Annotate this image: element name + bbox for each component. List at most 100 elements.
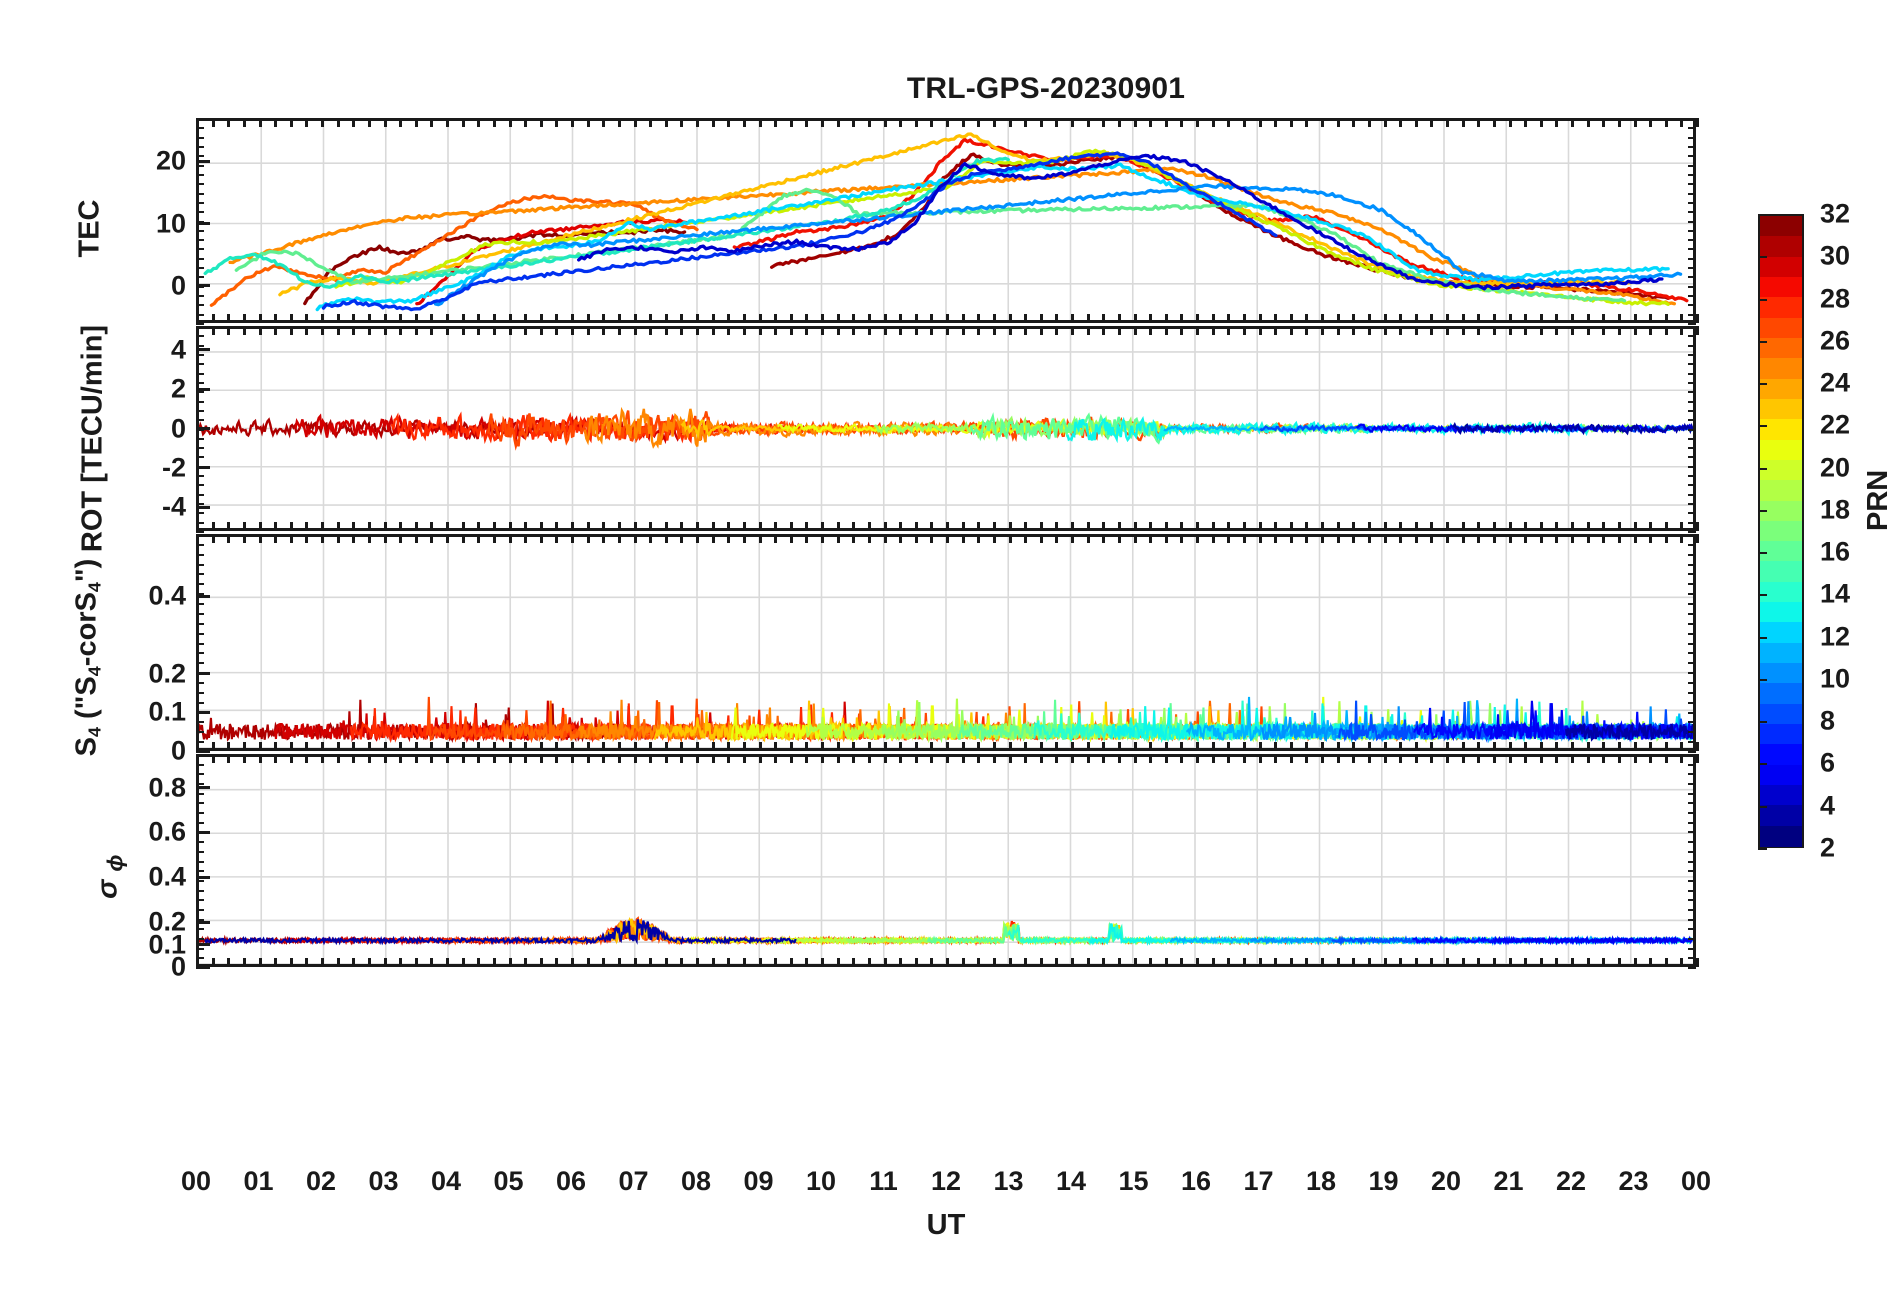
- x-minor-tick: [430, 754, 434, 763]
- y-minor-tick: [196, 773, 204, 776]
- x-minor-tick: [1524, 314, 1528, 323]
- y-minor-tick: [1688, 899, 1696, 902]
- x-minor-tick: [430, 522, 434, 531]
- y-minor-tick: [1688, 751, 1696, 753]
- x-minor-tick: [617, 958, 621, 967]
- colorbar-segment: [1760, 398, 1802, 421]
- x-minor-tick: [196, 534, 199, 543]
- x-minor-tick: [758, 754, 762, 763]
- x-minor-tick: [492, 522, 496, 531]
- x-minor-tick: [758, 742, 762, 751]
- x-minor-tick: [774, 742, 778, 751]
- x-minor-tick: [1461, 958, 1465, 967]
- x-minor-tick: [1289, 754, 1293, 763]
- x-minor-tick: [633, 118, 637, 127]
- x-minor-tick: [242, 742, 246, 751]
- x-minor-tick: [1555, 754, 1559, 763]
- y-minor-tick: [1688, 229, 1696, 232]
- x-minor-tick: [1399, 754, 1403, 763]
- x-tick-label: 09: [743, 1166, 774, 1196]
- y-minor-tick: [1688, 183, 1696, 186]
- y-minor-tick: [196, 276, 204, 279]
- x-minor-tick: [430, 314, 434, 323]
- y-minor-tick: [1688, 841, 1696, 844]
- y-minor-tick: [196, 672, 204, 675]
- x-tick-label: 23: [1618, 1166, 1649, 1196]
- x-minor-tick: [1430, 314, 1434, 323]
- x-minor-tick: [1242, 742, 1246, 751]
- x-minor-tick: [602, 118, 606, 127]
- x-minor-tick: [1477, 522, 1481, 531]
- x-minor-tick: [821, 326, 824, 335]
- y-minor-tick: [1688, 276, 1696, 279]
- x-minor-tick: [789, 522, 793, 531]
- y-minor-tick: [1688, 534, 1696, 536]
- x-minor-tick: [1602, 118, 1606, 127]
- y-minor-tick: [196, 918, 204, 921]
- x-minor-tick: [1336, 118, 1340, 127]
- x-minor-tick: [821, 534, 824, 543]
- x-minor-tick: [571, 742, 574, 751]
- y-minor-tick: [1688, 409, 1696, 412]
- x-minor-tick: [617, 118, 621, 127]
- y-minor-tick: [1688, 428, 1696, 431]
- x-minor-tick: [1664, 118, 1668, 127]
- x-minor-tick: [1211, 958, 1215, 967]
- x-minor-tick: [383, 754, 387, 763]
- x-minor-tick: [680, 754, 684, 763]
- x-minor-tick: [1383, 314, 1387, 323]
- x-minor-tick: [274, 118, 278, 127]
- x-minor-tick: [1242, 522, 1246, 531]
- x-minor-tick: [664, 534, 668, 543]
- x-minor-tick: [680, 118, 684, 127]
- x-minor-tick: [727, 522, 731, 531]
- x-minor-tick: [680, 958, 684, 967]
- x-minor-tick: [852, 522, 856, 531]
- y-minor-tick: [1688, 173, 1696, 176]
- x-minor-tick: [1633, 534, 1637, 543]
- x-minor-tick: [242, 522, 246, 531]
- x-minor-tick: [1305, 326, 1309, 335]
- x-minor-tick: [227, 958, 231, 967]
- y-tick-label: 0.8: [148, 772, 186, 803]
- y-minor-tick: [196, 484, 204, 487]
- x-minor-tick: [1477, 534, 1481, 543]
- x-minor-tick: [414, 958, 418, 967]
- x-minor-tick: [1461, 754, 1465, 763]
- y-minor-tick: [196, 831, 204, 834]
- x-minor-tick: [1086, 534, 1090, 543]
- x-minor-tick: [1289, 326, 1293, 335]
- x-minor-tick: [727, 742, 731, 751]
- x-minor-tick: [1086, 118, 1090, 127]
- x-minor-tick: [1367, 118, 1371, 127]
- x-minor-tick: [1555, 534, 1559, 543]
- x-minor-tick: [1696, 742, 1699, 751]
- colorbar-tick-mark: [1758, 509, 1767, 512]
- x-minor-tick: [461, 118, 465, 127]
- y-minor-tick: [196, 841, 204, 844]
- x-minor-tick: [930, 534, 934, 543]
- y-minor-tick: [1688, 475, 1696, 478]
- x-minor-tick: [805, 534, 809, 543]
- x-minor-tick: [1164, 534, 1168, 543]
- x-minor-tick: [1383, 118, 1387, 127]
- x-minor-tick: [727, 754, 731, 763]
- x-minor-tick: [1008, 742, 1012, 751]
- x-minor-tick: [1071, 742, 1074, 751]
- colorbar-segment: [1760, 459, 1802, 482]
- y-minor-tick: [196, 583, 204, 586]
- y-minor-tick: [196, 173, 204, 176]
- x-minor-tick: [1664, 958, 1668, 967]
- x-minor-tick: [805, 326, 809, 335]
- x-minor-tick: [1430, 522, 1434, 531]
- x-minor-tick: [1211, 326, 1215, 335]
- x-minor-tick: [1305, 958, 1309, 967]
- x-tick-label: 00: [1680, 1166, 1712, 1196]
- x-minor-tick: [1211, 314, 1215, 323]
- y-tick-mark: [196, 505, 210, 509]
- x-minor-tick: [946, 754, 949, 763]
- y-tick-label: 0: [170, 413, 186, 443]
- colorbar-prn[interactable]: [1758, 214, 1804, 848]
- x-minor-tick: [321, 326, 324, 335]
- y-minor-tick: [196, 947, 204, 950]
